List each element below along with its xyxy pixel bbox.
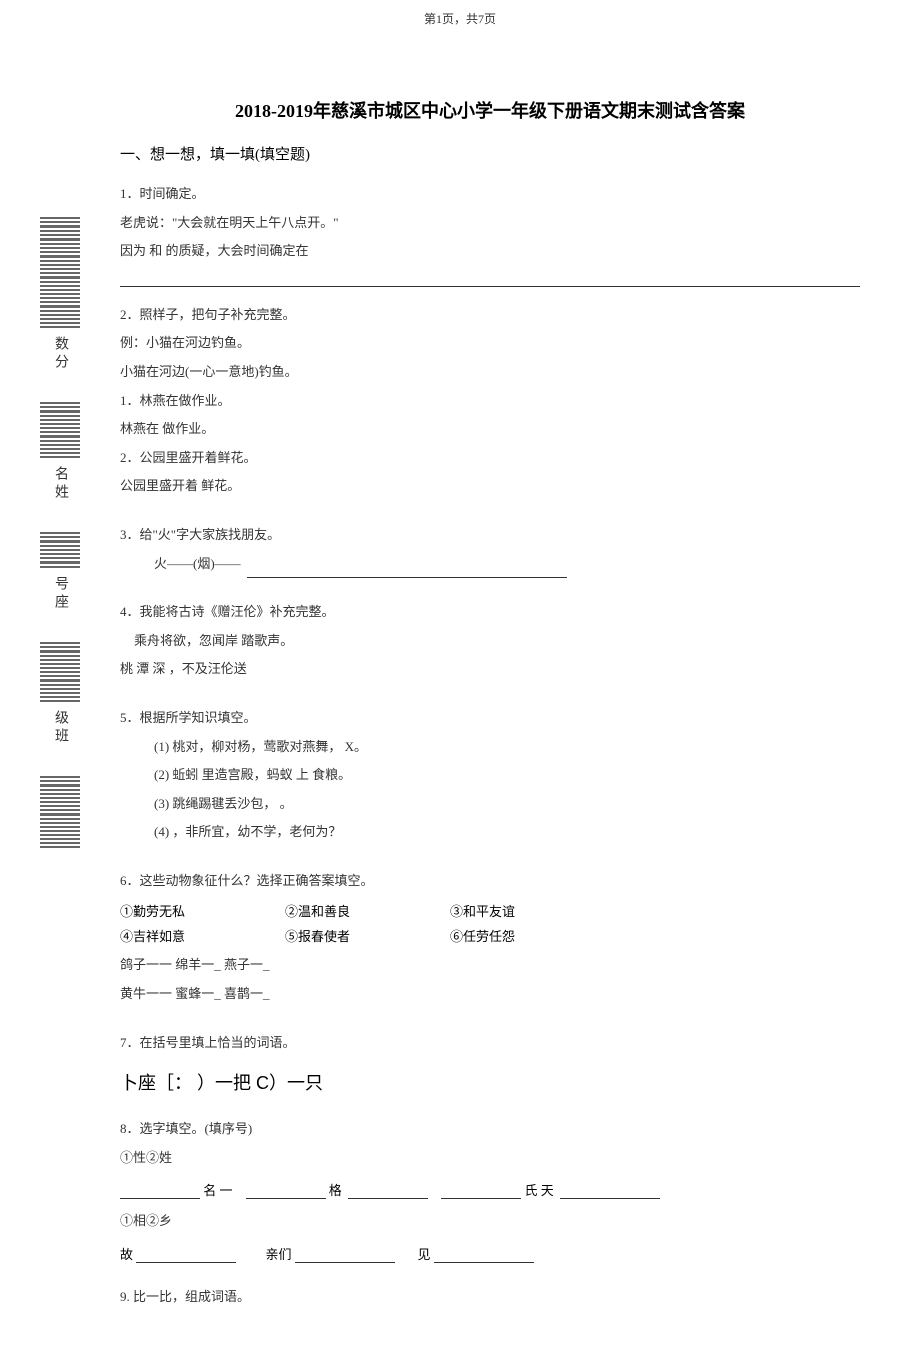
q6-opt1: ①勤劳无私: [120, 901, 185, 920]
q6-animals1: 鸽子一一 绵羊一_ 燕子一_: [120, 951, 860, 980]
blank: [246, 1198, 326, 1199]
sidebar-label-2: 名姓: [50, 466, 70, 502]
question-9: 9. 比一比，组成词语。: [120, 1283, 860, 1312]
question-7: 7．在括号里填上恰当的词语。 卜座［： ）一把 C）一只: [120, 1029, 860, 1096]
q7-special: 卜座［： ）一把 C）一只: [120, 1069, 860, 1095]
q9-title: 比一比，组成词语。: [133, 1289, 250, 1304]
q2-title: ．照样子，把句子补充完整。: [127, 307, 296, 322]
question-4: 4．我能将古诗《赠汪伦》补充完整。 乘舟将欲，忽闻岸 踏歌声。 桃 潭 深 ，不…: [120, 598, 860, 684]
q8-fill2a: 故: [120, 1247, 133, 1262]
document-title: 2018-2019年慈溪市城区中心小学一年级下册语文期末测试含答案: [120, 97, 860, 123]
q8-choice1: ①性②姓: [120, 1144, 860, 1173]
q8-fill-row2: 故 亲们 见: [120, 1244, 860, 1263]
q4-title: ．我能将古诗《赠汪伦》补充完整。: [127, 604, 335, 619]
blank: [348, 1198, 428, 1199]
q2-sub2: ．公园里盛开着鲜花。: [127, 450, 257, 465]
q9-num: 9.: [120, 1289, 130, 1304]
question-3: 3．给"火"字大家族找朋友。 火——(烟)——: [120, 521, 860, 578]
question-6: 6．这些动物象征什么？选择正确答案填空。 ①勤劳无私 ②温和善良 ③和平友谊 ④…: [120, 867, 860, 1009]
q5-sub3: (3) 跳绳踢毽丢沙包， 。: [120, 790, 860, 819]
blank: [120, 1198, 200, 1199]
page-number: 第1页，共7页: [0, 0, 920, 37]
q6-opt6: ⑥任劳任怨: [450, 926, 515, 945]
sidebar-label-4: 级班: [50, 710, 70, 746]
question-1: 1．时间确定。 老虎说："大会就在明天上午八点开。" 因为 和 的质疑，大会时间…: [120, 180, 860, 266]
q6-opt4: ④吉祥如意: [120, 926, 185, 945]
content-area: 2018-2019年慈溪市城区中心小学一年级下册语文期末测试含答案 一、想一想，…: [100, 37, 900, 1372]
divider: [120, 286, 860, 287]
blank: [560, 1198, 660, 1199]
section-heading: 一、想一想，填一填(填空题): [120, 143, 860, 164]
barcode-lines: [40, 642, 80, 702]
q8-fill2b: 亲们: [266, 1247, 292, 1262]
q4-line1: 乘舟将欲，忽闻岸 踏歌声。: [120, 627, 860, 656]
q3-title: ．给"火"字大家族找朋友。: [127, 527, 281, 542]
blank: [295, 1262, 395, 1263]
sidebar-label-3: 号座: [50, 576, 70, 612]
q8-fill-row1: 名 一 格 氏 天: [120, 1180, 860, 1199]
q5-sub1: (1) 桃对，柳对杨，莺歌对燕舞， X。: [120, 733, 860, 762]
blank: [136, 1262, 236, 1263]
q2-sub1: ．林燕在做作业。: [127, 393, 231, 408]
q6-animals2: 黄牛一一 蜜蜂一_ 喜鹊一_: [120, 980, 860, 1009]
q6-options-row2: ④吉祥如意 ⑤报春使者 ⑥任劳任怨: [120, 926, 860, 945]
barcode-block-3: 号座: [20, 532, 100, 612]
barcode-block-1: 数分: [20, 217, 100, 372]
blank: [434, 1262, 534, 1263]
q2-example2: 小猫在河边(一心一意地)钓鱼。: [120, 358, 860, 387]
q6-title: ．这些动物象征什么？选择正确答案填空。: [127, 873, 374, 888]
barcode-lines: [40, 532, 80, 568]
q5-sub2: (2) 蚯蚓 里造宫殿，蚂蚁 上 食粮。: [120, 761, 860, 790]
q8-fill1c: 氏 天: [525, 1183, 554, 1198]
q6-opt3: ③和平友谊: [450, 901, 515, 920]
q3-line: 火——(烟)——: [154, 556, 241, 571]
sidebar: 数分 名姓 号座 级班: [20, 37, 100, 1372]
q6-opt5: ⑤报春使者: [285, 926, 350, 945]
barcode-lines: [40, 402, 80, 458]
barcode-block-2: 名姓: [20, 402, 100, 502]
q7-title: ．在括号里填上恰当的词语。: [127, 1035, 296, 1050]
q8-fill2c: 见: [418, 1247, 431, 1262]
q5-sub4: (4) ，非所宜，幼不学，老何为？: [120, 818, 860, 847]
q1-line1: 老虎说："大会就在明天上午八点开。": [120, 209, 860, 238]
q5-title: ．根据所学知识填空。: [127, 710, 257, 725]
q8-fill1a: 名 一: [203, 1183, 232, 1198]
q8-title: ．选字填空。(填序号): [127, 1121, 253, 1136]
barcode-lines: [40, 217, 80, 328]
sidebar-label-1: 数分: [50, 336, 70, 372]
question-8: 8．选字填空。(填序号) ①性②姓 名 一 格 氏 天 ①相②乡 故 亲们: [120, 1115, 860, 1263]
question-5: 5．根据所学知识填空。 (1) 桃对，柳对杨，莺歌对燕舞， X。 (2) 蚯蚓 …: [120, 704, 860, 847]
blank: [441, 1198, 521, 1199]
q6-options-row1: ①勤劳无私 ②温和善良 ③和平友谊: [120, 901, 860, 920]
q4-line2: 桃 潭 深 ，不及汪伦送: [120, 655, 860, 684]
q8-choice2: ①相②乡: [120, 1207, 860, 1236]
blank-line: [247, 577, 567, 578]
q2-sub2fill: 公园里盛开着 鲜花。: [120, 472, 860, 501]
barcode-lines: [40, 776, 80, 848]
q6-opt2: ②温和善良: [285, 901, 350, 920]
q1-title: ．时间确定。: [127, 186, 205, 201]
q8-fill1b: 格: [329, 1183, 342, 1198]
barcode-block-5: [20, 776, 100, 856]
barcode-block-4: 级班: [20, 642, 100, 746]
question-2: 2．照样子，把句子补充完整。 例：小猫在河边钓鱼。 小猫在河边(一心一意地)钓鱼…: [120, 301, 860, 501]
q1-line2: 因为 和 的质疑，大会时间确定在: [120, 237, 860, 266]
q2-example1: 例：小猫在河边钓鱼。: [120, 329, 860, 358]
q2-sub1fill: 林燕在 做作业。: [120, 415, 860, 444]
main-container: 数分 名姓 号座 级班 2018-2019年慈溪市城区中心小学一年级: [0, 37, 920, 1372]
